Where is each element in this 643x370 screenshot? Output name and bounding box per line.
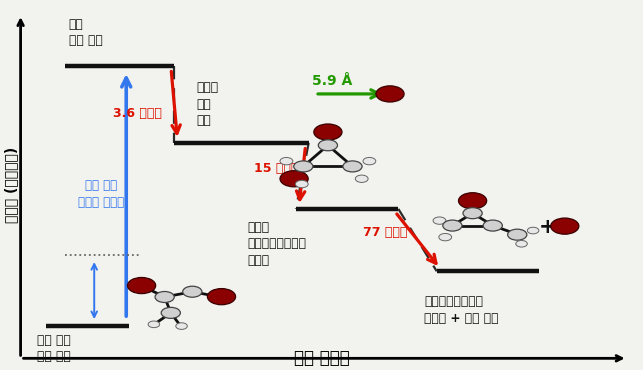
Circle shape	[161, 307, 181, 318]
Circle shape	[443, 220, 462, 231]
Circle shape	[376, 86, 404, 102]
Circle shape	[507, 229, 527, 240]
Circle shape	[176, 323, 187, 329]
Circle shape	[127, 278, 156, 294]
Text: 3.6 피코초: 3.6 피코초	[113, 107, 162, 120]
Circle shape	[516, 240, 527, 247]
Text: 중성 분자
바닥 상태: 중성 분자 바닥 상태	[37, 334, 70, 363]
Circle shape	[433, 217, 446, 224]
Text: 77 피코초: 77 피코초	[363, 226, 408, 239]
Circle shape	[208, 289, 235, 305]
Circle shape	[527, 227, 539, 234]
Text: 5.9 Å: 5.9 Å	[312, 74, 352, 88]
Text: +: +	[539, 217, 556, 237]
Text: 모노브로모프로판
양이온 + 브롬 원자: 모노브로모프로판 양이온 + 브롬 원자	[424, 295, 498, 324]
Circle shape	[483, 220, 502, 231]
Circle shape	[314, 124, 342, 140]
Circle shape	[183, 286, 202, 297]
Text: 아이소
다이브로모프로판
양이온: 아이소 다이브로모프로판 양이온	[248, 221, 307, 267]
Circle shape	[280, 171, 308, 187]
Circle shape	[550, 218, 579, 234]
Text: 15 피코초: 15 피코초	[254, 162, 298, 175]
Circle shape	[295, 180, 308, 188]
Circle shape	[458, 193, 487, 209]
Text: 반응 좌표계: 반응 좌표계	[294, 349, 349, 367]
Circle shape	[318, 140, 338, 151]
Circle shape	[343, 161, 362, 172]
Circle shape	[356, 175, 368, 182]
Circle shape	[463, 208, 482, 219]
Circle shape	[155, 292, 174, 303]
Circle shape	[280, 158, 293, 165]
Circle shape	[439, 233, 451, 241]
Text: 이온
여기 상태: 이온 여기 상태	[69, 18, 102, 47]
Circle shape	[294, 161, 313, 172]
Text: 구조적
암흑
상태: 구조적 암흑 상태	[197, 81, 219, 127]
Circle shape	[363, 158, 376, 165]
Text: 공진 강화
다광자 이온화: 공진 강화 다광자 이온화	[78, 179, 123, 209]
Circle shape	[148, 321, 159, 327]
Text: 에너지 (전자볼트): 에너지 (전자볼트)	[4, 147, 18, 223]
